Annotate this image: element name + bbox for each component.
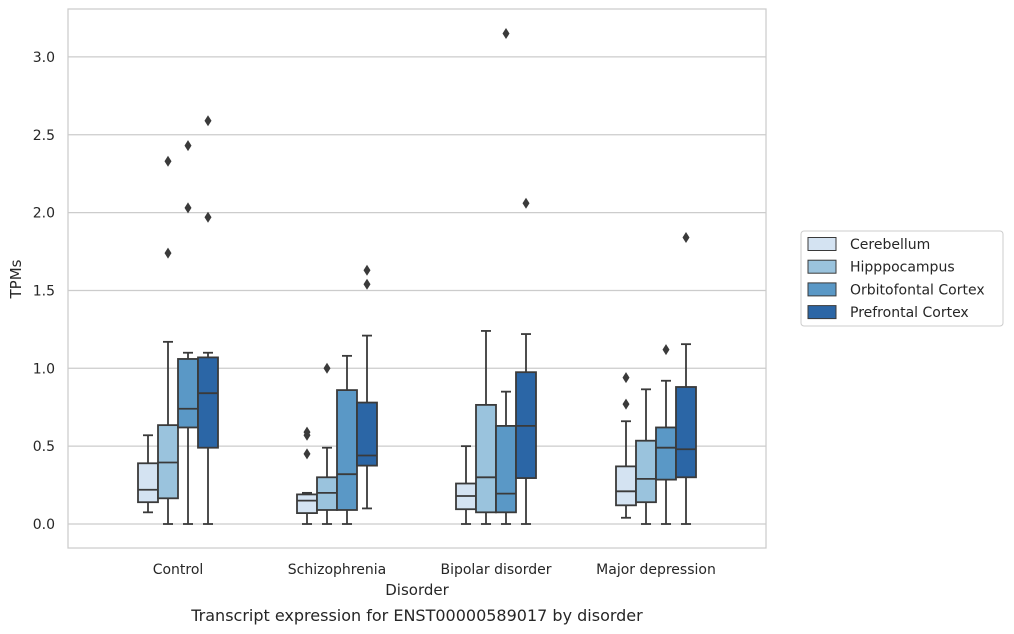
- x-axis-label: Disorder: [385, 581, 449, 599]
- box-iqr: [635, 439, 657, 504]
- box-iqr: [197, 356, 219, 449]
- plot-area-frame: [67, 8, 767, 549]
- y-tick-label: 0.5: [33, 439, 55, 455]
- box-iqr: [655, 426, 677, 481]
- outlier-point: [303, 448, 311, 460]
- legend-swatch: [807, 305, 837, 320]
- outlier-point: [204, 211, 212, 223]
- outlier-point: [323, 362, 331, 374]
- box-orbitofontal-cortex: [336, 354, 358, 525]
- box-iqr: [356, 401, 378, 467]
- outlier-point: [502, 28, 510, 40]
- legend-label: Hipppocampus: [850, 260, 955, 276]
- legend-swatch: [807, 237, 837, 251]
- box-orbitofontal-cortex: [655, 344, 677, 525]
- box-hipppocampus: [316, 362, 338, 525]
- box-orbitofontal-cortex: [495, 28, 517, 525]
- y-axis-ticks: 0.0 0.5 1.0 1.5 2.0 2.5 3.0: [33, 50, 55, 533]
- x-axis-ticks: Control Schizophrenia Bipolar disorder Majo…: [153, 562, 716, 578]
- box-iqr: [296, 493, 318, 515]
- box-series-group: [137, 28, 697, 525]
- box-hipppocampus: [475, 330, 497, 525]
- legend-frame: [800, 230, 1004, 327]
- outlier-point: [164, 247, 172, 259]
- legend: Cerebellum Hipppocampus Orbitofontal Corte…: [800, 230, 1004, 327]
- box-prefrontal-cortex: [197, 115, 219, 525]
- outlier-point: [682, 232, 690, 244]
- box-prefrontal-cortex: [356, 264, 378, 510]
- outlier-point: [622, 372, 630, 384]
- y-tick-label: 2.0: [33, 206, 55, 222]
- box-cerebellum: [615, 372, 637, 519]
- y-tick-label: 3.0: [33, 50, 55, 66]
- outlier-point: [363, 278, 371, 290]
- box-iqr: [495, 425, 517, 514]
- outlier-point: [204, 115, 212, 127]
- outlier-point: [303, 426, 311, 438]
- box-prefrontal-cortex: [515, 197, 537, 525]
- x-tick-label: Major depression: [596, 562, 716, 578]
- outlier-point: [363, 264, 371, 276]
- legend-label: Prefrontal Cortex: [850, 305, 969, 321]
- box-iqr: [615, 465, 637, 507]
- box-hipppocampus: [157, 155, 179, 525]
- y-tick-label: 0.0: [33, 517, 55, 533]
- outlier-point: [522, 197, 530, 209]
- box-iqr: [675, 386, 697, 479]
- x-tick-label: Control: [153, 562, 204, 578]
- box-orbitofontal-cortex: [177, 140, 199, 525]
- x-tick-label: Schizophrenia: [288, 562, 386, 578]
- legend-label: Cerebellum: [850, 237, 930, 253]
- legend-swatch: [807, 259, 837, 274]
- box-cerebellum: [137, 434, 159, 514]
- outlier-point: [184, 140, 192, 152]
- box-iqr: [137, 462, 159, 504]
- outlier-point: [184, 202, 192, 214]
- box-hipppocampus: [635, 388, 657, 525]
- box-iqr: [475, 403, 497, 514]
- outlier-point: [622, 398, 630, 410]
- figure-caption: Transcript expression for ENST0000058901…: [191, 606, 643, 625]
- box-iqr: [336, 389, 358, 511]
- x-tick-label: Bipolar disorder: [440, 562, 551, 578]
- box-cerebellum: [296, 426, 318, 525]
- legend-label: Orbitofontal Cortex: [850, 282, 985, 298]
- box-cerebellum: [455, 445, 477, 525]
- box-iqr: [177, 358, 199, 429]
- y-tick-label: 1.0: [33, 361, 55, 377]
- outlier-point: [164, 155, 172, 167]
- box-prefrontal-cortex: [675, 232, 697, 525]
- y-tick-label: 1.5: [33, 283, 55, 299]
- outlier-point: [662, 344, 670, 356]
- y-axis-label: TPMs: [7, 259, 25, 299]
- y-tick-label: 2.5: [33, 128, 55, 144]
- legend-swatch: [807, 282, 837, 297]
